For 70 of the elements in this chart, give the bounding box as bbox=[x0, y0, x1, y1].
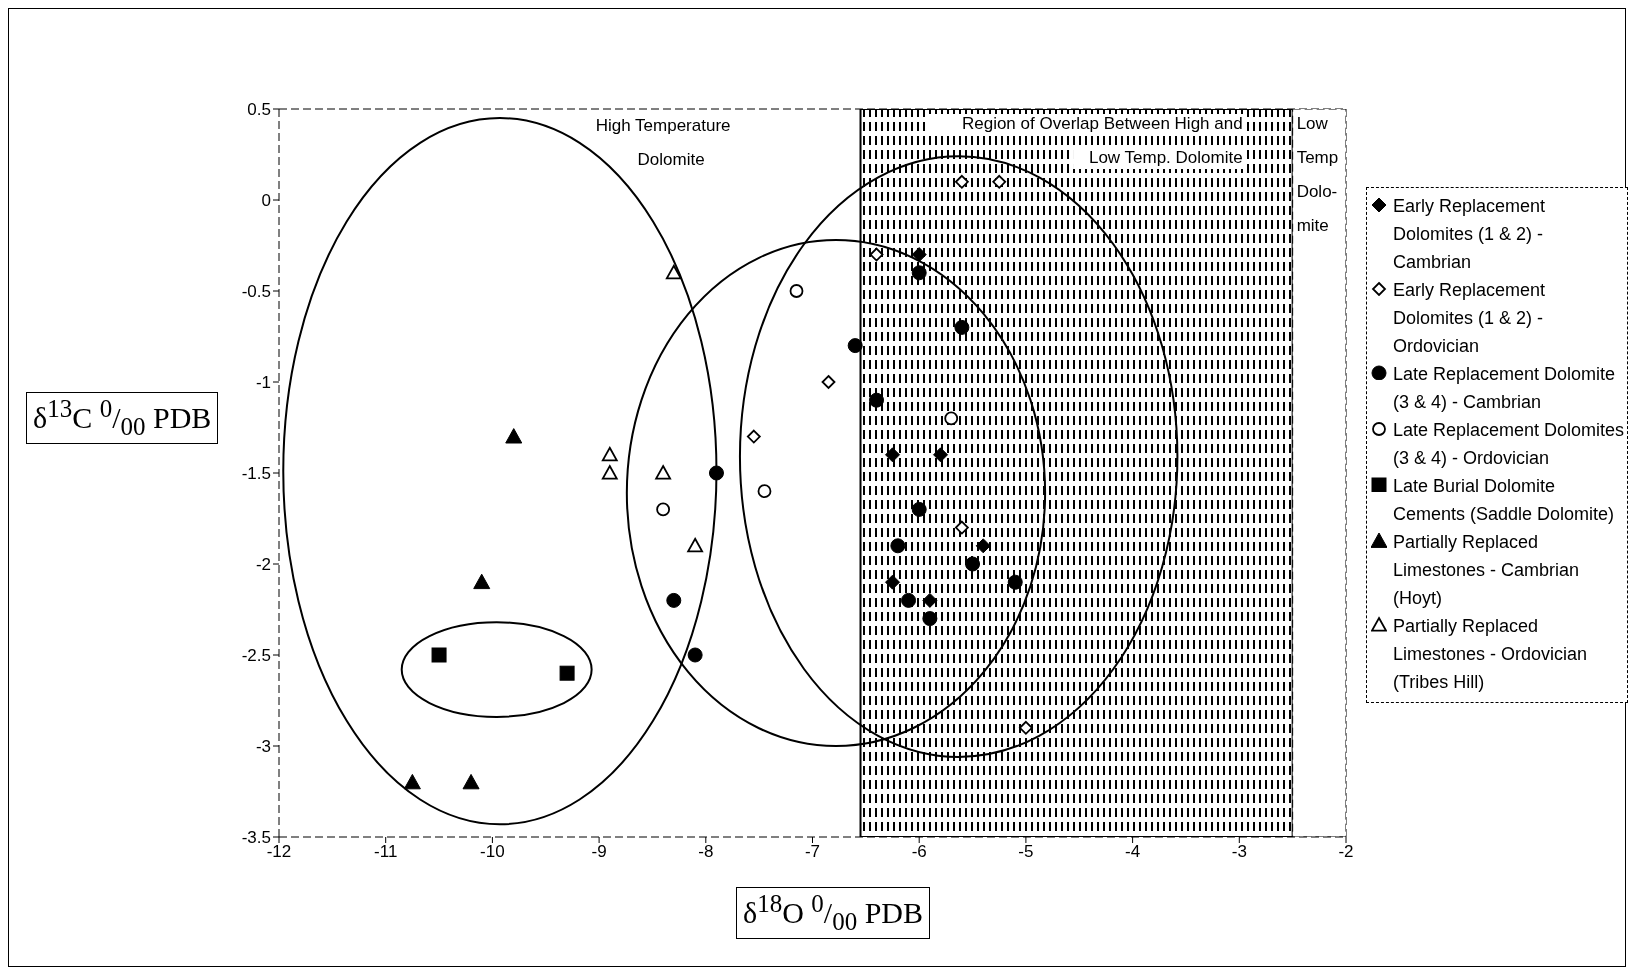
y-tick-label: -0.5 bbox=[241, 282, 271, 302]
point bbox=[1019, 720, 1033, 735]
legend-label: Late Burial Dolomite Cements (Saddle Dolomite) bbox=[1393, 475, 1616, 526]
point bbox=[821, 375, 836, 389]
x-axis-title: δ$^{18}$O $^{0}$/$_{00}$ PDB bbox=[736, 887, 931, 939]
legend-label: Partially Replaced Limestones - Ordovician (Tribes Hill) bbox=[1393, 615, 1589, 694]
point bbox=[885, 447, 901, 463]
point bbox=[954, 319, 970, 335]
x-tick-label: -3 bbox=[1231, 842, 1247, 862]
point bbox=[992, 174, 1007, 189]
x-tick-label: -9 bbox=[591, 842, 607, 862]
x-tick-label: -11 bbox=[374, 842, 398, 862]
point bbox=[665, 264, 682, 280]
point bbox=[403, 773, 421, 790]
point bbox=[757, 484, 772, 499]
y-tick-label: -2.5 bbox=[241, 646, 271, 666]
point bbox=[965, 556, 981, 572]
x-tick-label: -2 bbox=[1338, 842, 1354, 862]
point bbox=[869, 247, 884, 262]
band-label: Region of Overlap Between High and Low Temp. Dolomite bbox=[961, 114, 1243, 167]
annotation: High Temperature Dolomite bbox=[595, 116, 731, 169]
point bbox=[869, 392, 885, 408]
y-tick-label: -1 bbox=[255, 373, 271, 393]
legend-label: Early Replacement Dolomites (1 & 2) - Cambrian bbox=[1393, 195, 1547, 274]
point bbox=[1007, 574, 1023, 590]
point bbox=[505, 428, 523, 444]
x-tick-label: -4 bbox=[1125, 842, 1141, 862]
point bbox=[954, 520, 969, 535]
point bbox=[431, 647, 447, 663]
point bbox=[933, 447, 949, 463]
point bbox=[601, 446, 618, 462]
point bbox=[975, 538, 991, 554]
legend-label: Late Replacement Dolomite (3 & 4) - Cambrian bbox=[1393, 363, 1617, 414]
legend-label: Early Replacement Dolomites (1 & 2) - Ordovician bbox=[1393, 279, 1547, 358]
point bbox=[890, 538, 906, 554]
x-tick-label: -6 bbox=[911, 842, 927, 862]
point bbox=[687, 647, 703, 663]
y-axis-title: δ$^{13}$C $^{0}$/$_{00}$ PDB bbox=[26, 392, 219, 444]
point bbox=[847, 338, 863, 354]
point bbox=[944, 411, 959, 426]
y-tick-label: -3 bbox=[255, 737, 271, 757]
point bbox=[473, 573, 491, 590]
band-label: Low Temp Dolo-mite bbox=[1296, 114, 1339, 235]
x-tick-label: -7 bbox=[804, 842, 821, 862]
x-tick-label: -10 bbox=[480, 842, 505, 862]
point bbox=[901, 592, 917, 608]
y-tick-label: 0.5 bbox=[247, 100, 271, 120]
y-tick-label: -2 bbox=[255, 555, 271, 575]
point bbox=[462, 773, 480, 790]
point bbox=[655, 465, 672, 480]
x-tick-label: -8 bbox=[698, 842, 714, 862]
y-tick-label: 0 bbox=[261, 191, 271, 211]
point bbox=[885, 574, 901, 590]
point bbox=[911, 265, 927, 281]
y-tick-label: -1.5 bbox=[241, 464, 271, 484]
point bbox=[559, 665, 575, 681]
point bbox=[601, 465, 618, 480]
point bbox=[911, 247, 927, 263]
point bbox=[922, 592, 938, 608]
point bbox=[789, 284, 804, 298]
legend-label: Partially Replaced Limestones - Cambrian (Hoyt) bbox=[1393, 531, 1581, 610]
x-tick-label: -5 bbox=[1018, 842, 1034, 862]
point bbox=[911, 501, 927, 517]
point bbox=[954, 174, 969, 189]
point bbox=[746, 429, 761, 444]
legend-label: Late Replacement Dolomites (3 & 4) - Ordovician bbox=[1393, 419, 1625, 470]
point bbox=[656, 502, 671, 517]
point bbox=[687, 537, 704, 553]
point bbox=[666, 592, 682, 608]
point bbox=[922, 611, 938, 627]
